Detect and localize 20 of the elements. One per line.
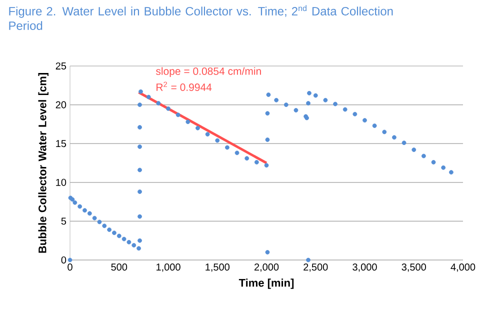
y-tick-label: 25: [56, 62, 66, 70]
x-tick-label: 2,500: [304, 264, 328, 272]
x-tick-label: 500: [111, 264, 128, 271]
x-axis-title: Time [min]: [238, 278, 294, 289]
x-tick-label: 2,000: [254, 264, 279, 272]
x-tick-label: 0: [68, 264, 72, 271]
y-axis-title: Bubble Collector Water Level [cm]: [38, 73, 48, 253]
x-tick-label: 1,000: [156, 264, 180, 272]
annotation: slope = 0.0854 cm/min: [156, 67, 261, 77]
y-tick-label: 10: [56, 178, 66, 186]
annotation: R$^{2}$ = 0.9944: [156, 82, 212, 91]
y-tick-label: 0: [61, 256, 66, 264]
x-tick-label: 4,000: [450, 264, 476, 272]
x-tick-label: 3,500: [402, 264, 426, 272]
x-tick-label: 3,000: [352, 264, 377, 272]
y-tick-label: 20: [56, 101, 66, 108]
y-tick-label: 15: [56, 140, 66, 148]
chart-title: Figure 2. Water Level in Bubble Collector vs. Time; 2$^{nd}$ Data Collection Period: [9, 5, 393, 30]
y-tick-label: 5: [61, 218, 66, 225]
x-tick-label: 1,500: [206, 264, 230, 272]
